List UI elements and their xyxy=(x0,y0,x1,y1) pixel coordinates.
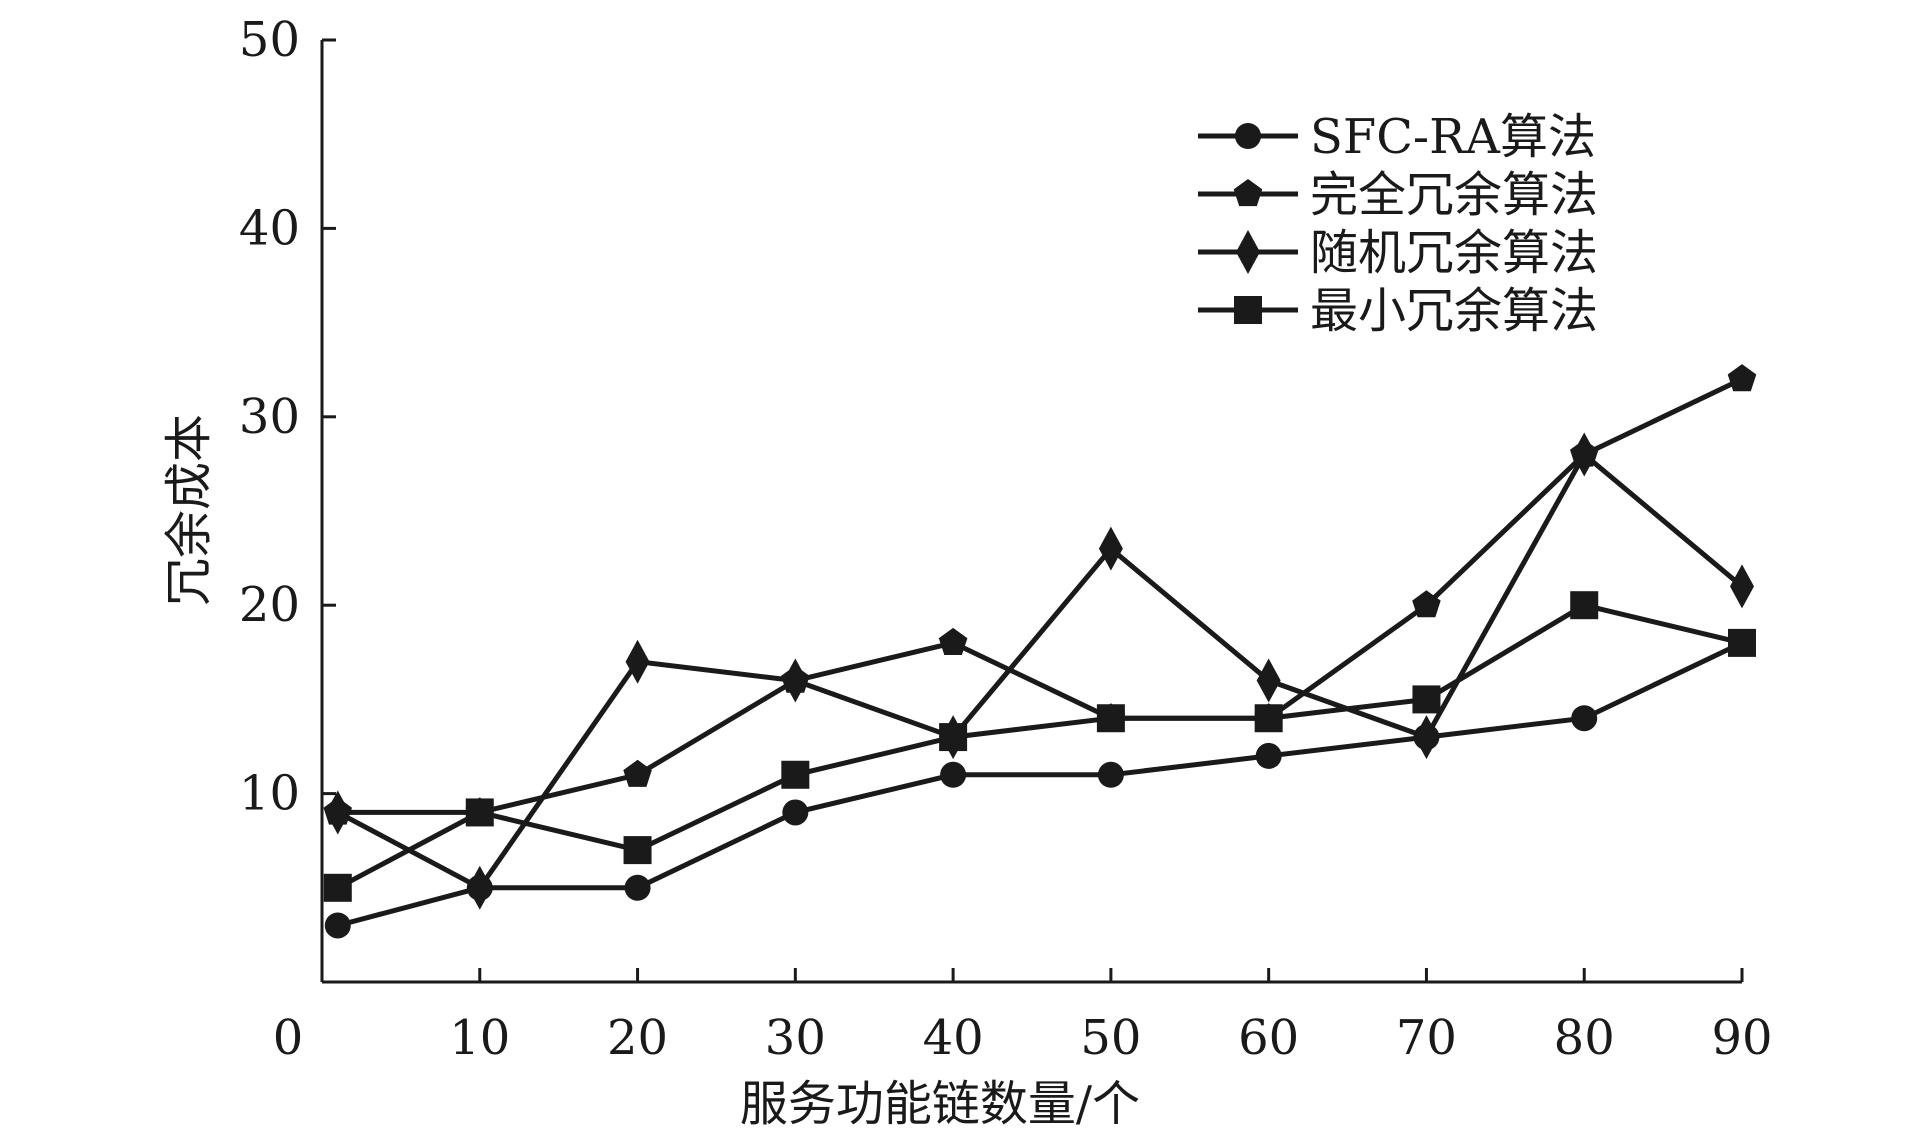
diamond-marker xyxy=(1098,526,1123,571)
y-axis-label: 冗余成本 xyxy=(161,414,217,606)
diamond-marker xyxy=(1730,564,1754,609)
series-line xyxy=(337,640,1744,928)
pentagon-marker xyxy=(938,627,968,655)
legend-label: 最小冗余算法 xyxy=(1310,283,1598,339)
legend-item: 随机冗余算法 xyxy=(1198,225,1598,281)
legend-diamond-marker xyxy=(1236,230,1260,274)
circle-marker xyxy=(1097,761,1124,788)
x-tick-label: 90 xyxy=(1711,1010,1772,1066)
square-marker xyxy=(939,723,968,752)
square-marker xyxy=(1570,591,1599,620)
diamond-marker xyxy=(1572,432,1597,477)
circle-marker xyxy=(940,761,967,788)
circle-marker xyxy=(782,799,809,826)
square-marker xyxy=(465,798,494,827)
y-tick-label: 10 xyxy=(239,766,300,822)
diamond-marker xyxy=(625,639,650,684)
series-2 xyxy=(323,364,1757,825)
diamond-marker xyxy=(325,790,350,835)
legend-item: SFC-RA算法 xyxy=(1198,109,1596,165)
pentagon-marker xyxy=(1412,590,1441,618)
square-marker xyxy=(1412,685,1441,714)
square-marker xyxy=(623,836,652,865)
legend-circle-marker xyxy=(1235,123,1261,149)
x-tick-label: 60 xyxy=(1238,1010,1299,1066)
legend-pentagon-marker xyxy=(1233,179,1263,207)
legend-square-marker xyxy=(1234,296,1262,324)
square-marker xyxy=(323,873,352,902)
diamond-marker xyxy=(783,658,808,703)
diamond-marker xyxy=(1256,658,1281,703)
square-marker xyxy=(1254,704,1283,733)
circle-marker xyxy=(1255,742,1282,769)
y-tick-label: 30 xyxy=(239,389,300,445)
legend-label: SFC-RA算法 xyxy=(1310,109,1596,165)
y-tick-label: 50 xyxy=(239,12,300,68)
x-tick-label: 30 xyxy=(765,1010,826,1066)
y-tick-label: 20 xyxy=(239,577,300,633)
x-tick-label: 10 xyxy=(449,1010,510,1066)
x-tick-label: 0 xyxy=(273,1010,304,1066)
square-marker xyxy=(1096,704,1125,733)
legend-item: 完全冗余算法 xyxy=(1198,167,1598,223)
series-1 xyxy=(324,629,1755,939)
circle-marker xyxy=(624,874,651,901)
circle-marker xyxy=(324,912,351,939)
legend-label: 随机冗余算法 xyxy=(1310,225,1598,281)
series-line xyxy=(336,602,1743,891)
x-tick-label: 40 xyxy=(923,1010,984,1066)
x-axis-label: 服务功能链数量/个 xyxy=(740,1076,1140,1132)
legend-item: 最小冗余算法 xyxy=(1198,283,1598,339)
series-group xyxy=(323,364,1757,939)
y-tick-label: 40 xyxy=(239,200,300,256)
series-line xyxy=(337,376,1744,815)
x-tick-label: 50 xyxy=(1080,1010,1141,1066)
x-tick-label: 80 xyxy=(1554,1010,1615,1066)
pentagon-marker xyxy=(1727,364,1757,392)
pentagon-marker xyxy=(623,759,652,787)
circle-marker xyxy=(1571,705,1598,732)
series-line xyxy=(336,450,1744,892)
diamond-marker xyxy=(1414,715,1439,760)
x-tick-label: 70 xyxy=(1396,1010,1457,1066)
series-3 xyxy=(325,432,1754,910)
square-marker xyxy=(781,760,810,789)
legend-label: 完全冗余算法 xyxy=(1310,167,1598,223)
square-marker xyxy=(1728,628,1756,657)
diamond-marker xyxy=(467,865,492,910)
x-tick-label: 20 xyxy=(607,1010,668,1066)
axes: 10 20 30 40 50 0 10 20 30 40 50 60 70 80 90 xyxy=(239,12,1773,1066)
series-4 xyxy=(323,591,1756,902)
